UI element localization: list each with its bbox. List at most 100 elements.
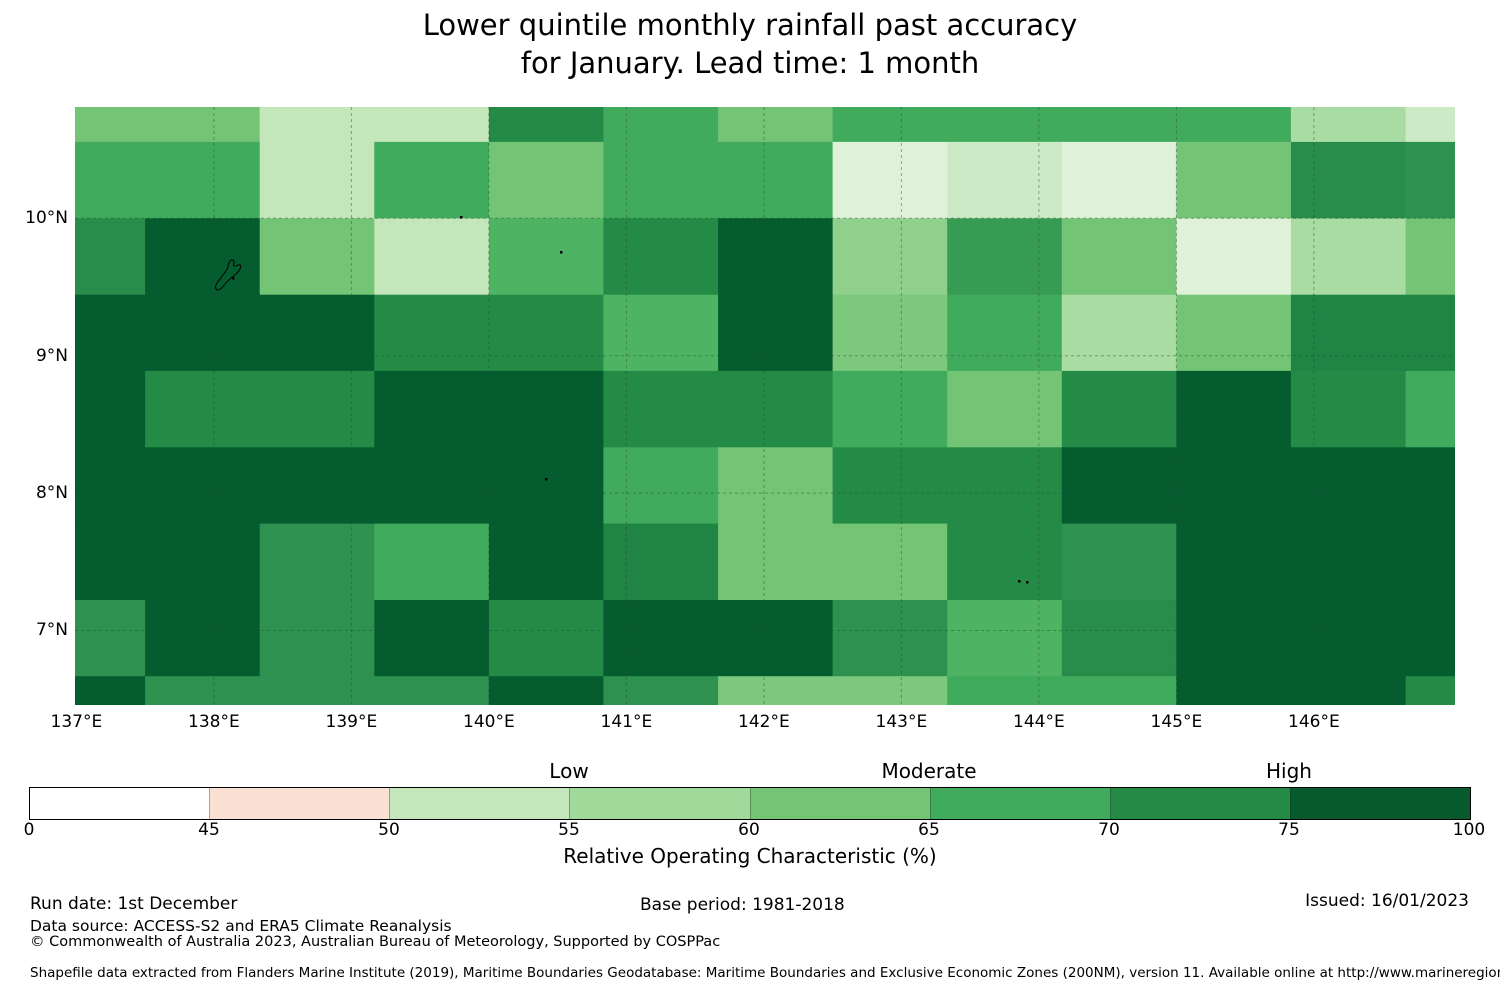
heatmap-cell bbox=[718, 218, 834, 296]
heatmap-cell bbox=[488, 218, 604, 296]
heatmap-cell bbox=[947, 107, 1063, 143]
heatmap-cell bbox=[488, 294, 604, 372]
heatmap-cell bbox=[832, 107, 948, 143]
islet-dot bbox=[545, 478, 548, 481]
heatmap-cell bbox=[947, 676, 1063, 706]
heatmap-cell bbox=[1176, 218, 1292, 296]
heatmap-cell bbox=[718, 676, 834, 706]
heatmap-cell bbox=[374, 218, 490, 296]
heatmap-cell bbox=[1290, 218, 1407, 296]
heatmap-cell bbox=[1176, 370, 1292, 448]
colorbar-tick-label: 50 bbox=[378, 820, 400, 840]
heatmap-cell bbox=[1405, 107, 1456, 143]
heatmap-cell bbox=[1290, 676, 1407, 706]
heatmap-cell bbox=[1176, 447, 1292, 525]
heatmap-cell bbox=[603, 523, 719, 601]
heatmap-cell bbox=[145, 141, 261, 219]
heatmap-cell bbox=[145, 218, 261, 296]
heatmap-cell bbox=[1290, 107, 1407, 143]
y-tick-label: 8°N bbox=[35, 483, 68, 504]
heatmap-cell bbox=[374, 294, 490, 372]
heatmap-cell bbox=[488, 600, 604, 677]
colorbar-tick-label: 75 bbox=[1278, 820, 1300, 840]
heatmap-cell bbox=[75, 141, 146, 219]
heatmap-cell bbox=[718, 447, 834, 525]
colorbar-segment bbox=[389, 788, 570, 819]
x-tick-label: 138°E bbox=[188, 712, 240, 732]
heatmap-cell bbox=[75, 523, 146, 601]
x-tick-label: 140°E bbox=[463, 712, 515, 732]
island-outline bbox=[215, 259, 242, 291]
chart-title-line2: for January. Lead time: 1 month bbox=[520, 46, 980, 80]
heatmap-cell bbox=[1061, 447, 1177, 525]
chart-title: Lower quintile monthly rainfall past acc… bbox=[0, 6, 1500, 82]
colorbar-zone-label: High bbox=[1266, 759, 1312, 783]
heatmap-cell bbox=[947, 294, 1063, 372]
heatmap-cell bbox=[1405, 600, 1456, 677]
x-tick-label: 139°E bbox=[325, 712, 378, 732]
heatmap-cell bbox=[75, 676, 146, 706]
colorbar-tick-label: 0 bbox=[23, 820, 35, 840]
islet-dot bbox=[232, 277, 235, 280]
heatmap-cell bbox=[145, 294, 261, 372]
heatmap-cell bbox=[832, 447, 948, 525]
heatmap-cell bbox=[1405, 294, 1456, 372]
colorbar-zone-label: Low bbox=[549, 759, 589, 783]
colorbar-segment bbox=[30, 788, 210, 819]
heatmap-cell bbox=[488, 523, 604, 601]
colorbar-segment bbox=[209, 788, 390, 819]
x-tick-label: 145°E bbox=[1150, 712, 1203, 732]
heatmap-cell bbox=[947, 370, 1063, 448]
heatmap-cell bbox=[1405, 523, 1456, 601]
heatmap-cell bbox=[603, 107, 719, 143]
heatmap-cell bbox=[1290, 523, 1407, 601]
heatmap-cell bbox=[1405, 218, 1456, 296]
heatmap-cell bbox=[75, 107, 146, 143]
heatmap-cell bbox=[1405, 676, 1456, 706]
colorbar-tick-label: 65 bbox=[918, 820, 940, 840]
heatmap-cell bbox=[374, 523, 490, 601]
heatmap-cell bbox=[1290, 294, 1407, 372]
heatmap-cell bbox=[832, 294, 948, 372]
colorbar-segment bbox=[569, 788, 750, 819]
heatmap-cell bbox=[374, 447, 490, 525]
heatmap-cell bbox=[145, 107, 261, 143]
heatmap-cell bbox=[832, 600, 948, 677]
footer-copyright: © Commonwealth of Australia 2023, Austra… bbox=[30, 934, 721, 950]
x-tick-label: 142°E bbox=[738, 712, 790, 732]
x-tick-label: 144°E bbox=[1013, 712, 1065, 732]
colorbar-segment bbox=[1109, 788, 1290, 819]
heatmap-cell bbox=[75, 447, 146, 525]
heatmap-cell bbox=[488, 447, 604, 525]
heatmap-cell bbox=[1176, 523, 1292, 601]
heatmap-cell bbox=[75, 294, 146, 372]
heatmap-cell bbox=[145, 370, 261, 448]
heatmap-cell bbox=[259, 141, 375, 219]
heatmap-cell bbox=[1061, 218, 1177, 296]
heatmap-cell bbox=[488, 370, 604, 448]
heatmap-cell bbox=[1061, 141, 1177, 219]
heatmap-cell bbox=[374, 141, 490, 219]
heatmap-cell bbox=[603, 600, 719, 677]
colorbar-axis-label: Relative Operating Characteristic (%) bbox=[563, 844, 937, 868]
heatmap-cell bbox=[603, 447, 719, 525]
heatmap-cell bbox=[718, 370, 834, 448]
heatmap-cell bbox=[1405, 447, 1456, 525]
heatmap-cell bbox=[75, 218, 146, 296]
heatmap-cell bbox=[1061, 294, 1177, 372]
heatmap-cell bbox=[488, 107, 604, 143]
heatmap-cell bbox=[947, 141, 1063, 219]
colorbar-tick-label: 55 bbox=[558, 820, 580, 840]
islet-dot bbox=[460, 216, 463, 219]
heatmap-cell bbox=[718, 294, 834, 372]
heatmap-cell bbox=[259, 218, 375, 296]
heatmap-cell bbox=[832, 676, 948, 706]
heatmap-cell bbox=[603, 218, 719, 296]
heatmap-cell bbox=[603, 294, 719, 372]
heatmap-cell bbox=[1176, 141, 1292, 219]
heatmap-cell bbox=[832, 523, 948, 601]
heatmap-cell bbox=[1405, 370, 1456, 448]
footer-base-period: Base period: 1981-2018 bbox=[640, 895, 845, 915]
heatmap-cell bbox=[1290, 600, 1407, 677]
